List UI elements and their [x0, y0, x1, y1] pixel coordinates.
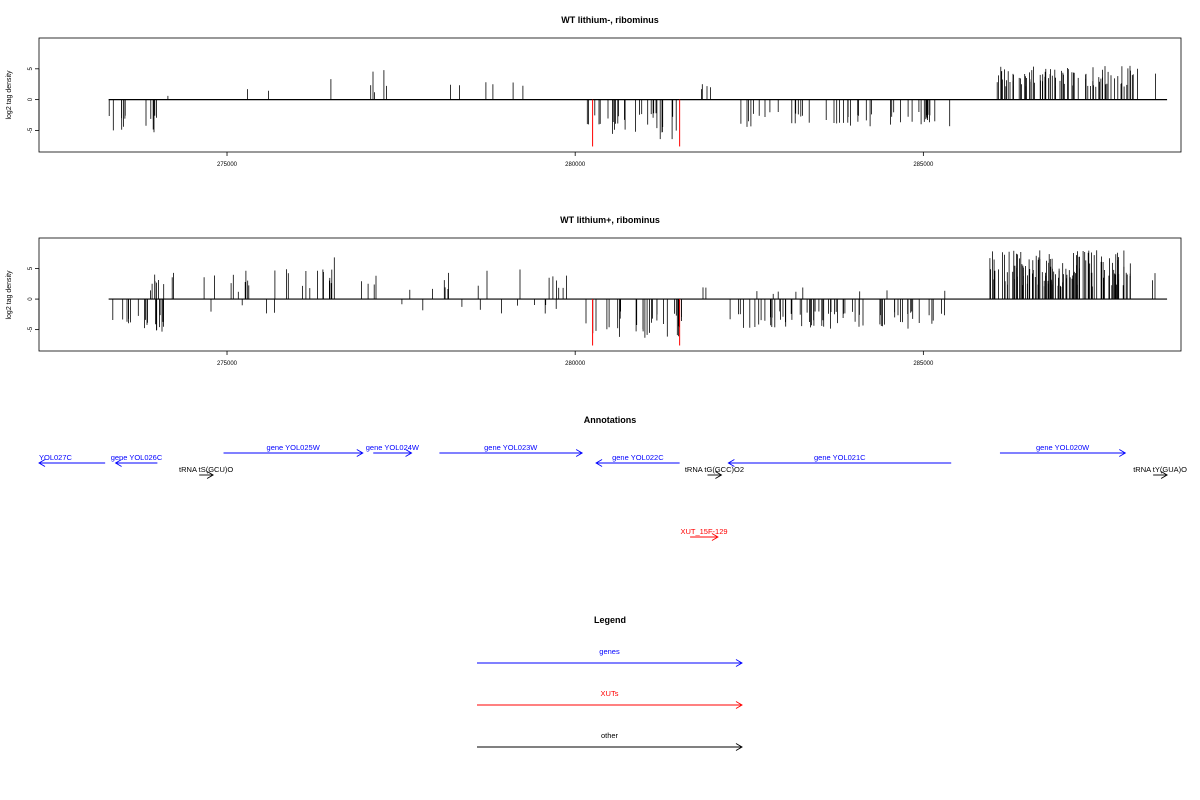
feature-label: tRNA tS(GCU)O [179, 465, 233, 474]
feature-trna-ty-gua-o: tRNA tY(GUA)O [1133, 465, 1187, 479]
feature-label: tRNA tG(GCC)O2 [685, 465, 744, 474]
legend-item-genes: genes [477, 647, 743, 667]
y-axis-label: log2 tag density [6, 70, 13, 120]
panel-title: WT lithium-, ribominus [561, 15, 659, 25]
feature-arrowhead [114, 459, 122, 467]
annotations-track: Annotations YOL027C gene YOL026C tRNA tS(G… [38, 415, 1187, 541]
feature-trna-ts-gcu-o: tRNA tS(GCU)O [179, 465, 233, 479]
x-tick-label: 280000 [565, 361, 586, 367]
x-tick-label: 275000 [217, 361, 238, 367]
feature-arrowhead [715, 471, 723, 479]
feature-arrowhead [1119, 449, 1127, 457]
legend-label: genes [599, 647, 620, 656]
x-tick-label: 285000 [913, 361, 934, 367]
panel-title: WT lithium+, ribominus [560, 215, 660, 225]
feature-arrowhead [595, 459, 603, 467]
legend-arrowhead [735, 743, 743, 751]
y-tick-label: 5 [28, 66, 34, 70]
panel-lithium-plus: WT lithium+, ribominus 275000 280000 28500… [6, 215, 1182, 367]
track-bars [108, 250, 1168, 346]
y-tick-label: 0 [28, 97, 34, 101]
feature-label: YOL027C [39, 453, 73, 462]
legend-arrowhead [735, 701, 743, 709]
feature-gene-yol024w: gene YOL024W [366, 443, 420, 457]
feature-label: gene YOL025W [267, 443, 321, 452]
legend-item-xuts: XUTs [477, 689, 743, 709]
feature-label: gene YOL023W [484, 443, 538, 452]
x-tick-label: 285000 [913, 162, 934, 168]
feature-arrowhead [206, 471, 214, 479]
legend-title: Legend [594, 615, 626, 625]
feature-gene-yol023w: gene YOL023W [439, 443, 584, 457]
track-bars [108, 65, 1168, 147]
y-tick-label: -5 [28, 326, 34, 332]
legend-item-other: other [477, 731, 743, 751]
feature-label: gene YOL026C [111, 453, 163, 462]
feature-xut-15f-129: XUT_15F-129 [680, 527, 728, 541]
feature-gene-yol021c: gene YOL021C [727, 453, 952, 467]
x-axis: 275000 280000 285000 [217, 152, 934, 168]
y-tick-label: 5 [28, 266, 34, 270]
feature-arrowhead [727, 459, 735, 467]
feature-gene-yol020w: gene YOL020W [999, 443, 1127, 457]
feature-arrowhead [356, 449, 364, 457]
feature-gene-yol022c: gene YOL022C [595, 453, 680, 467]
legend-label: XUTs [601, 689, 619, 698]
feature-arrowhead [711, 533, 719, 541]
panel-lithium-minus: WT lithium-, ribominus 275000 280000 28500… [6, 15, 1182, 168]
legend: Legend genes XUTs other [477, 615, 743, 751]
feature-list: YOL027C gene YOL026C tRNA tS(GCU)O gene YOL… [38, 443, 1187, 541]
feature-label: gene YOL021C [814, 453, 866, 462]
feature-arrowhead [1160, 471, 1168, 479]
x-axis: 275000 280000 285000 [217, 351, 934, 367]
y-tick-label: -5 [28, 127, 34, 133]
feature-arrowhead [575, 449, 584, 457]
feature-gene-yol026c: gene YOL026C [111, 453, 163, 467]
feature-label: gene YOL022C [612, 453, 664, 462]
y-axis-label: log2 tag density [6, 270, 13, 320]
feature-gene-yol025w: gene YOL025W [223, 443, 364, 457]
feature-trna-tg-gcc-o2: tRNA tG(GCC)O2 [685, 465, 744, 479]
y-axis: -5 0 5 [28, 266, 40, 332]
feature-yol027c: YOL027C [38, 453, 106, 467]
legend-arrowhead [735, 659, 743, 667]
x-tick-label: 280000 [565, 162, 586, 168]
legend-items: genes XUTs other [477, 647, 743, 751]
feature-label: gene YOL020W [1036, 443, 1090, 452]
y-tick-label: 0 [28, 297, 34, 301]
feature-label: tRNA tY(GUA)O [1133, 465, 1187, 474]
annotations-title: Annotations [584, 415, 637, 425]
feature-label: gene YOL024W [366, 443, 420, 452]
legend-label: other [601, 731, 619, 740]
x-tick-label: 275000 [217, 162, 238, 168]
plot-frame [38, 237, 1182, 352]
feature-label: XUT_15F-129 [680, 527, 727, 536]
feature-arrowhead [38, 459, 46, 467]
y-axis: -5 0 5 [28, 66, 40, 133]
feature-arrowhead [405, 449, 413, 457]
